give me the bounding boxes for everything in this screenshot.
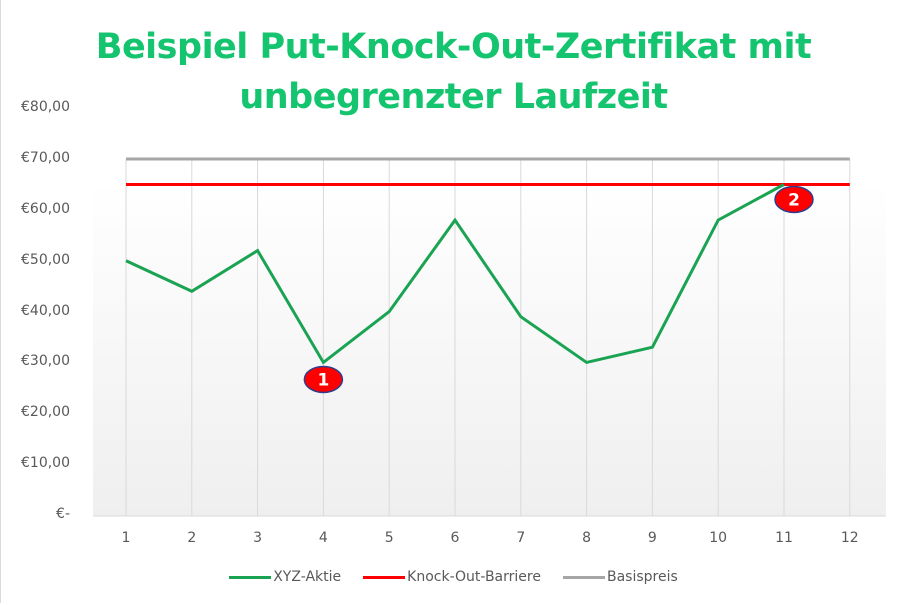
x-tick-label: 11 — [775, 530, 793, 546]
marker-label: 1 — [317, 370, 329, 390]
y-tick-label: €50,00 — [21, 251, 70, 268]
y-tick-label: €10,00 — [21, 455, 70, 472]
legend-item-strike: Basispreis — [562, 569, 678, 585]
green-line-swatch-icon — [229, 575, 272, 579]
legend-label: Basispreis — [606, 569, 678, 585]
x-tick-label: 8 — [582, 530, 592, 546]
y-tick-label: €- — [56, 506, 70, 522]
x-tick-label: 1 — [121, 530, 131, 546]
legend-label: Knock-Out-Barriere — [407, 569, 541, 585]
gray-line-swatch-icon — [562, 575, 605, 579]
y-tick-label: €80,00 — [21, 99, 70, 116]
marker-badge-2: 2 — [774, 185, 814, 214]
red-line-swatch-icon — [363, 575, 406, 579]
legend: XYZ-Aktie Knock-Out-Barriere Basispreis — [0, 569, 907, 585]
marker-label: 2 — [788, 190, 800, 210]
legend-label: XYZ-Aktie — [273, 569, 342, 585]
legend-item-stock: XYZ-Aktie — [229, 569, 341, 585]
x-tick-label: 7 — [516, 530, 526, 546]
marker-badge-1: 1 — [303, 365, 344, 394]
x-tick-label: 9 — [647, 530, 657, 546]
y-tick-label: €40,00 — [21, 302, 70, 319]
plot-background — [93, 180, 886, 516]
stock-price-line — [125, 183, 785, 365]
y-tick-label: €70,00 — [21, 150, 70, 167]
legend-item-barrier: Knock-Out-Barriere — [363, 569, 541, 585]
chart-title-line-1: Beispiel Put-Knock-Out-Zertifikat mit — [95, 27, 812, 67]
chart-title: Beispiel Put-Knock-Out-Zertifikat mit un… — [0, 22, 907, 122]
y-tick-label: €30,00 — [21, 353, 70, 370]
annotation-markers: 12 — [303, 185, 814, 394]
x-tick-label: 3 — [253, 530, 263, 546]
x-tick-label: 6 — [450, 530, 460, 546]
vertical-gridlines — [125, 159, 851, 516]
x-tick-label: 5 — [384, 530, 394, 546]
x-tick-label: 4 — [318, 530, 328, 546]
y-tick-label: €60,00 — [21, 200, 70, 217]
x-tick-label: 10 — [709, 530, 728, 546]
chart-title-line-2: unbegrenzter Laufzeit — [239, 77, 668, 117]
x-tick-label: 12 — [840, 530, 859, 546]
y-tick-label: €20,00 — [21, 404, 70, 421]
x-tick-label: 2 — [187, 530, 197, 546]
